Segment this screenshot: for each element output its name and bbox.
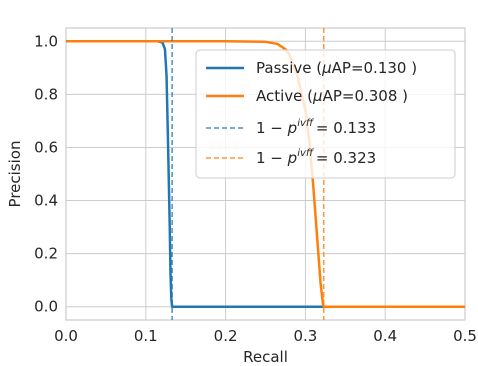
y-tick-label: 0.8: [34, 85, 58, 103]
y-tick-label: 0.0: [34, 298, 58, 316]
y-tick-label: 0.6: [34, 138, 58, 156]
x-tick-label: 0.1: [134, 327, 158, 345]
y-tick-label: 1.0: [34, 32, 58, 50]
plot-frame: [65, 27, 466, 321]
x-tick-label: 0.0: [54, 327, 78, 345]
x-tick-labels: 0.0 0.1 0.2 0.3 0.4 0.5: [54, 327, 477, 345]
legend-label-passive-threshold: 1 − pivff = 0.133: [256, 118, 376, 137]
x-axis-label: Recall: [243, 348, 288, 366]
x-tick-label: 0.4: [373, 327, 397, 345]
legend-box: [195, 49, 456, 179]
legend-label-active-threshold: 1 − pivff = 0.323: [256, 148, 376, 167]
y-tick-label: 0.4: [34, 192, 58, 210]
legend-label-active: Active (μAP=0.308 ): [256, 87, 408, 105]
x-tick-label: 0.2: [214, 327, 238, 345]
y-axis-label: Precision: [6, 141, 24, 208]
x-tick-label: 0.3: [293, 327, 317, 345]
legend: Passive (μAP=0.130 ) Active (μAP=0.308 )…: [195, 49, 456, 179]
x-tick-label: 0.5: [453, 327, 477, 345]
legend-label-passive: Passive (μAP=0.130 ): [256, 59, 417, 77]
y-tick-label: 0.2: [34, 245, 58, 263]
y-tick-labels: 0.0 0.2 0.4 0.6 0.8 1.0: [34, 32, 58, 315]
